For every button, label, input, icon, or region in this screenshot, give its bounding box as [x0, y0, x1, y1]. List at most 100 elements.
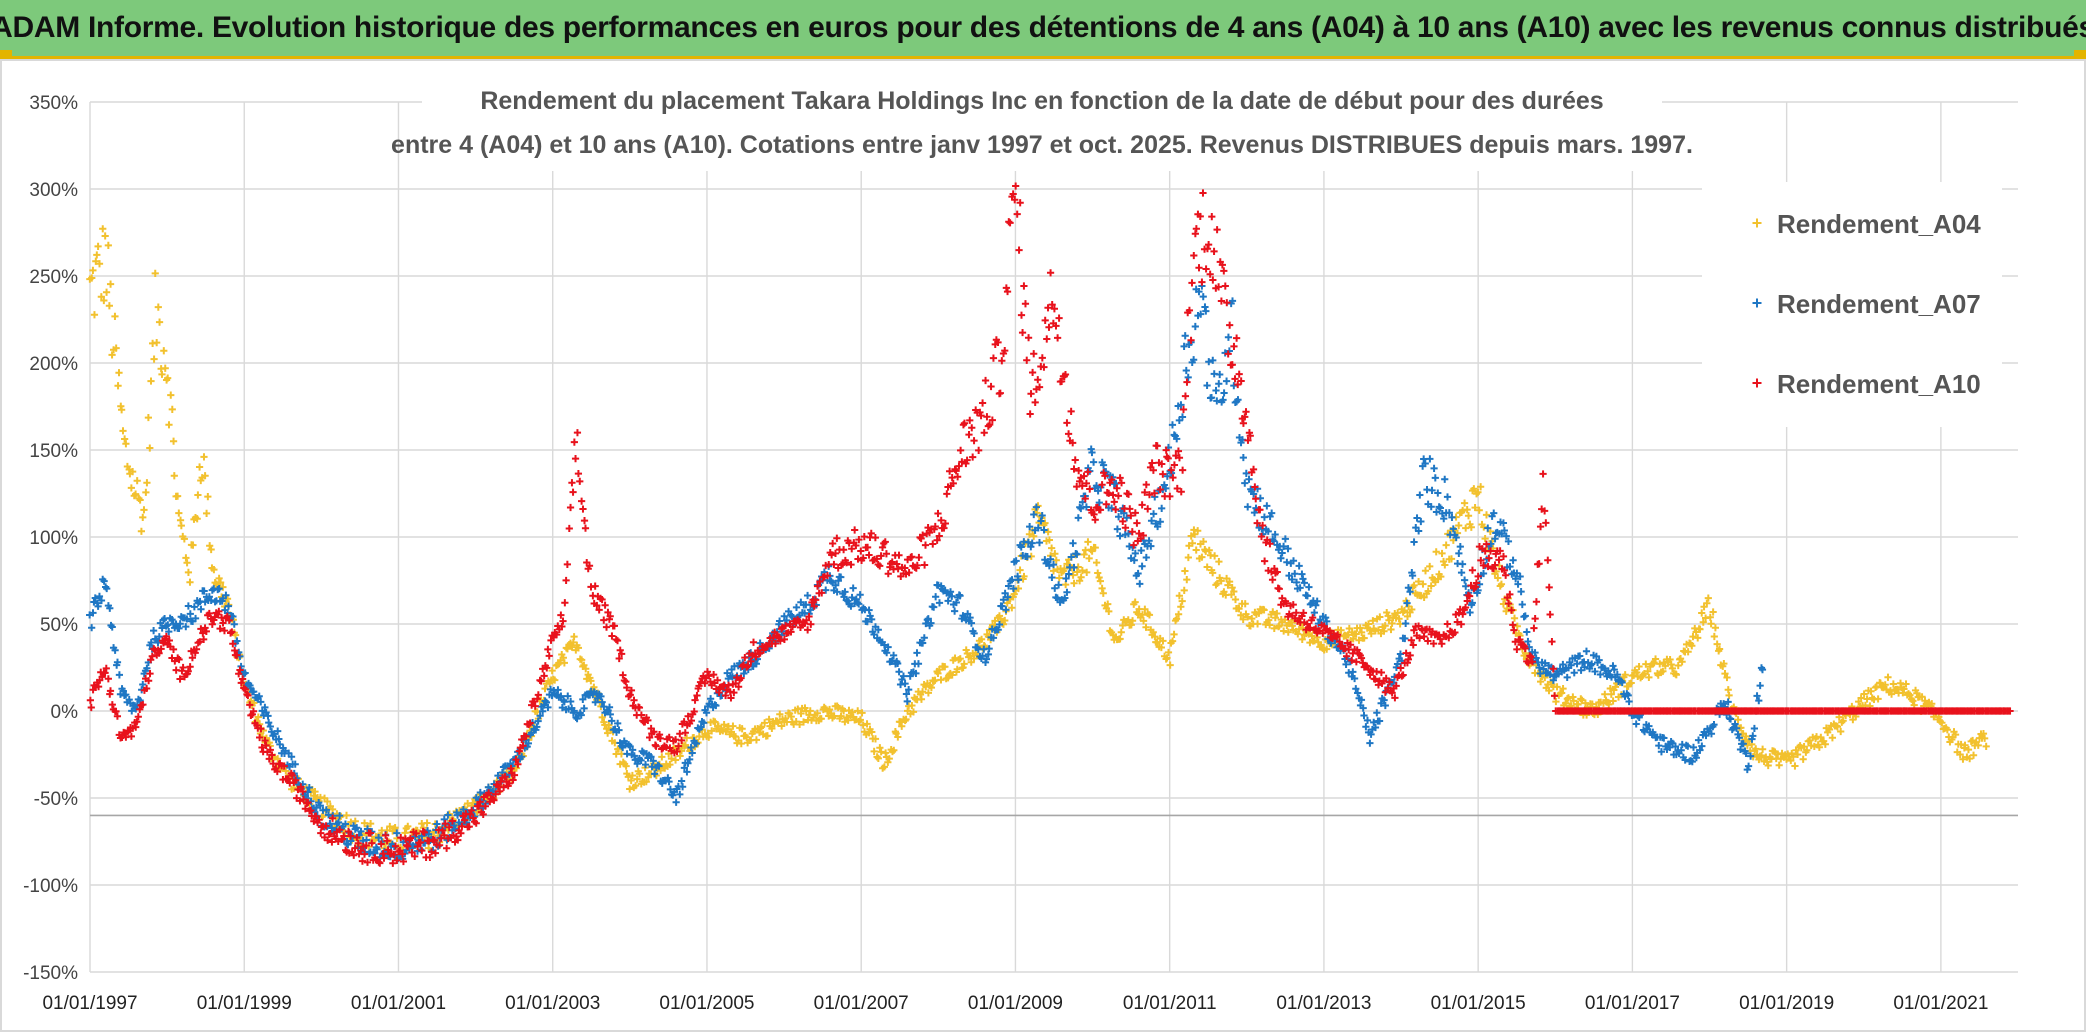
point-a07	[707, 695, 715, 703]
point-a04	[1020, 572, 1028, 581]
point-a10	[894, 565, 902, 573]
point-a07	[326, 820, 334, 828]
point-a04	[799, 718, 808, 726]
axis-layer: 350% 300% 250% 200% 150% 100% 50% 0% -50% -100% -1…	[23, 93, 1988, 1014]
point-a10	[1038, 354, 1046, 362]
point-a10	[989, 354, 998, 362]
point-a04	[1969, 736, 1977, 745]
point-a04	[768, 724, 776, 733]
point-a10	[975, 446, 983, 454]
point-a04	[105, 302, 113, 310]
point-a04	[1482, 511, 1491, 519]
point-a04	[1199, 537, 1208, 546]
point-a07	[168, 616, 176, 624]
point-a07	[951, 607, 959, 615]
point-a04	[628, 771, 636, 780]
point-a10	[566, 503, 575, 512]
y-tick-label: 350%	[29, 93, 78, 114]
point-a10	[1210, 247, 1218, 256]
point-a04	[127, 484, 135, 492]
point-a04	[1235, 605, 1243, 613]
point-a04	[323, 797, 331, 806]
point-a04	[1078, 566, 1086, 575]
point-a04	[813, 709, 821, 717]
point-a04	[274, 755, 282, 763]
point-a10	[1002, 284, 1010, 292]
point-a04	[548, 667, 556, 675]
point-a07	[1458, 560, 1467, 568]
point-a04	[1884, 673, 1892, 681]
point-a04	[902, 715, 910, 723]
point-a04	[254, 713, 262, 721]
point-a04	[1621, 671, 1629, 679]
point-a04	[182, 554, 190, 562]
point-a04	[1839, 717, 1847, 725]
point-a04	[1131, 598, 1139, 606]
point-a04	[1651, 655, 1660, 663]
point-a07	[1750, 724, 1758, 733]
point-a04	[937, 676, 945, 684]
point-a07	[533, 723, 541, 731]
point-a07	[1521, 612, 1529, 620]
point-a04	[776, 710, 784, 718]
point-a04	[1095, 573, 1103, 582]
point-a07	[1277, 554, 1285, 562]
point-a10	[1192, 225, 1200, 233]
point-a10	[703, 668, 712, 676]
point-a10	[1153, 442, 1161, 450]
point-a10	[1055, 314, 1063, 322]
point-a10	[568, 479, 576, 487]
point-a04	[1138, 611, 1147, 619]
point-a07	[1366, 739, 1374, 747]
y-tick-label: 150%	[29, 441, 78, 462]
point-a04	[708, 727, 716, 735]
point-a04	[1239, 615, 1247, 624]
point-a04	[967, 658, 975, 666]
point-a07	[150, 627, 158, 635]
point-a07	[518, 753, 526, 761]
point-a10	[681, 729, 689, 737]
point-a04	[1867, 687, 1875, 695]
point-a04	[962, 646, 970, 654]
point-a04	[1437, 573, 1445, 581]
point-a10	[1198, 278, 1206, 286]
point-a10	[569, 488, 577, 496]
point-a04	[194, 491, 202, 499]
point-a04	[183, 559, 191, 567]
point-a04	[930, 677, 938, 685]
point-a10	[1545, 583, 1553, 591]
point-a07	[476, 788, 484, 797]
point-a04	[1419, 580, 1427, 588]
point-a04	[1928, 700, 1936, 708]
point-a10	[1542, 519, 1550, 527]
point-a10	[1546, 610, 1554, 619]
point-a04	[1105, 607, 1113, 616]
point-a10	[1119, 517, 1127, 525]
point-a04	[97, 293, 105, 301]
point-a04	[215, 574, 223, 582]
point-a04	[161, 364, 169, 372]
point-a07	[444, 811, 452, 819]
point-a10	[574, 469, 583, 478]
point-a10	[857, 547, 865, 555]
point-a04	[574, 644, 583, 652]
point-a04	[1403, 612, 1412, 620]
point-a10	[1067, 407, 1075, 415]
point-a10	[578, 497, 586, 505]
point-a04	[1203, 563, 1211, 571]
point-a04	[778, 722, 786, 730]
point-a04	[1060, 565, 1069, 573]
point-a10	[1261, 557, 1269, 565]
point-a07	[1230, 382, 1238, 390]
point-a07	[222, 591, 230, 599]
point-a04	[858, 709, 866, 717]
point-a04	[871, 735, 880, 743]
point-a04	[1552, 697, 1560, 706]
point-a07	[913, 649, 921, 657]
point-a04	[1666, 655, 1674, 664]
point-a07	[373, 845, 381, 853]
point-a04	[1633, 668, 1641, 677]
point-a04	[1244, 613, 1252, 621]
point-a04	[1938, 719, 1946, 727]
point-a10	[1142, 481, 1150, 489]
